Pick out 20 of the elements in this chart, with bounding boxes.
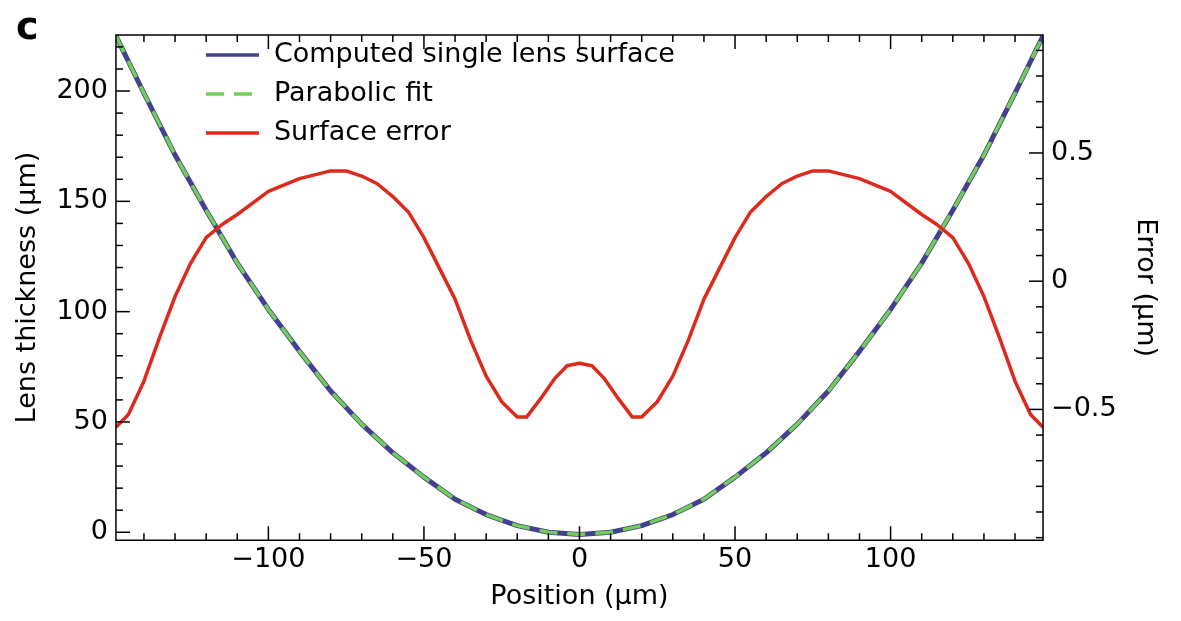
y-tick-label: 200 <box>56 73 108 105</box>
x-tick-label: 0 <box>570 542 589 574</box>
y-tick-label: 150 <box>56 183 108 215</box>
legend-label: Parabolic fit <box>273 76 433 108</box>
x-tick-label: −50 <box>395 542 453 574</box>
legend-label: Surface error <box>273 115 452 147</box>
x-axis-title: Position (µm) <box>490 578 669 610</box>
y2-tick-label: 0 <box>1051 263 1069 295</box>
y2-tick-label: −0.5 <box>1051 391 1117 423</box>
y2-tick-label: 0.5 <box>1051 134 1094 166</box>
y2-axis-title: Error (µm) <box>1131 218 1163 358</box>
text: c <box>16 3 39 48</box>
x-tick-label: −100 <box>231 542 306 574</box>
x-tick-label: 100 <box>864 542 917 574</box>
y-tick-label: 0 <box>90 514 108 546</box>
text: Computed single lens surface <box>273 37 675 69</box>
y-tick-label: 100 <box>56 293 108 325</box>
y-axis-title: Lens thickness (µm) <box>10 151 42 424</box>
x-tick-label: 50 <box>717 542 753 574</box>
y-tick-label: 50 <box>73 403 108 435</box>
